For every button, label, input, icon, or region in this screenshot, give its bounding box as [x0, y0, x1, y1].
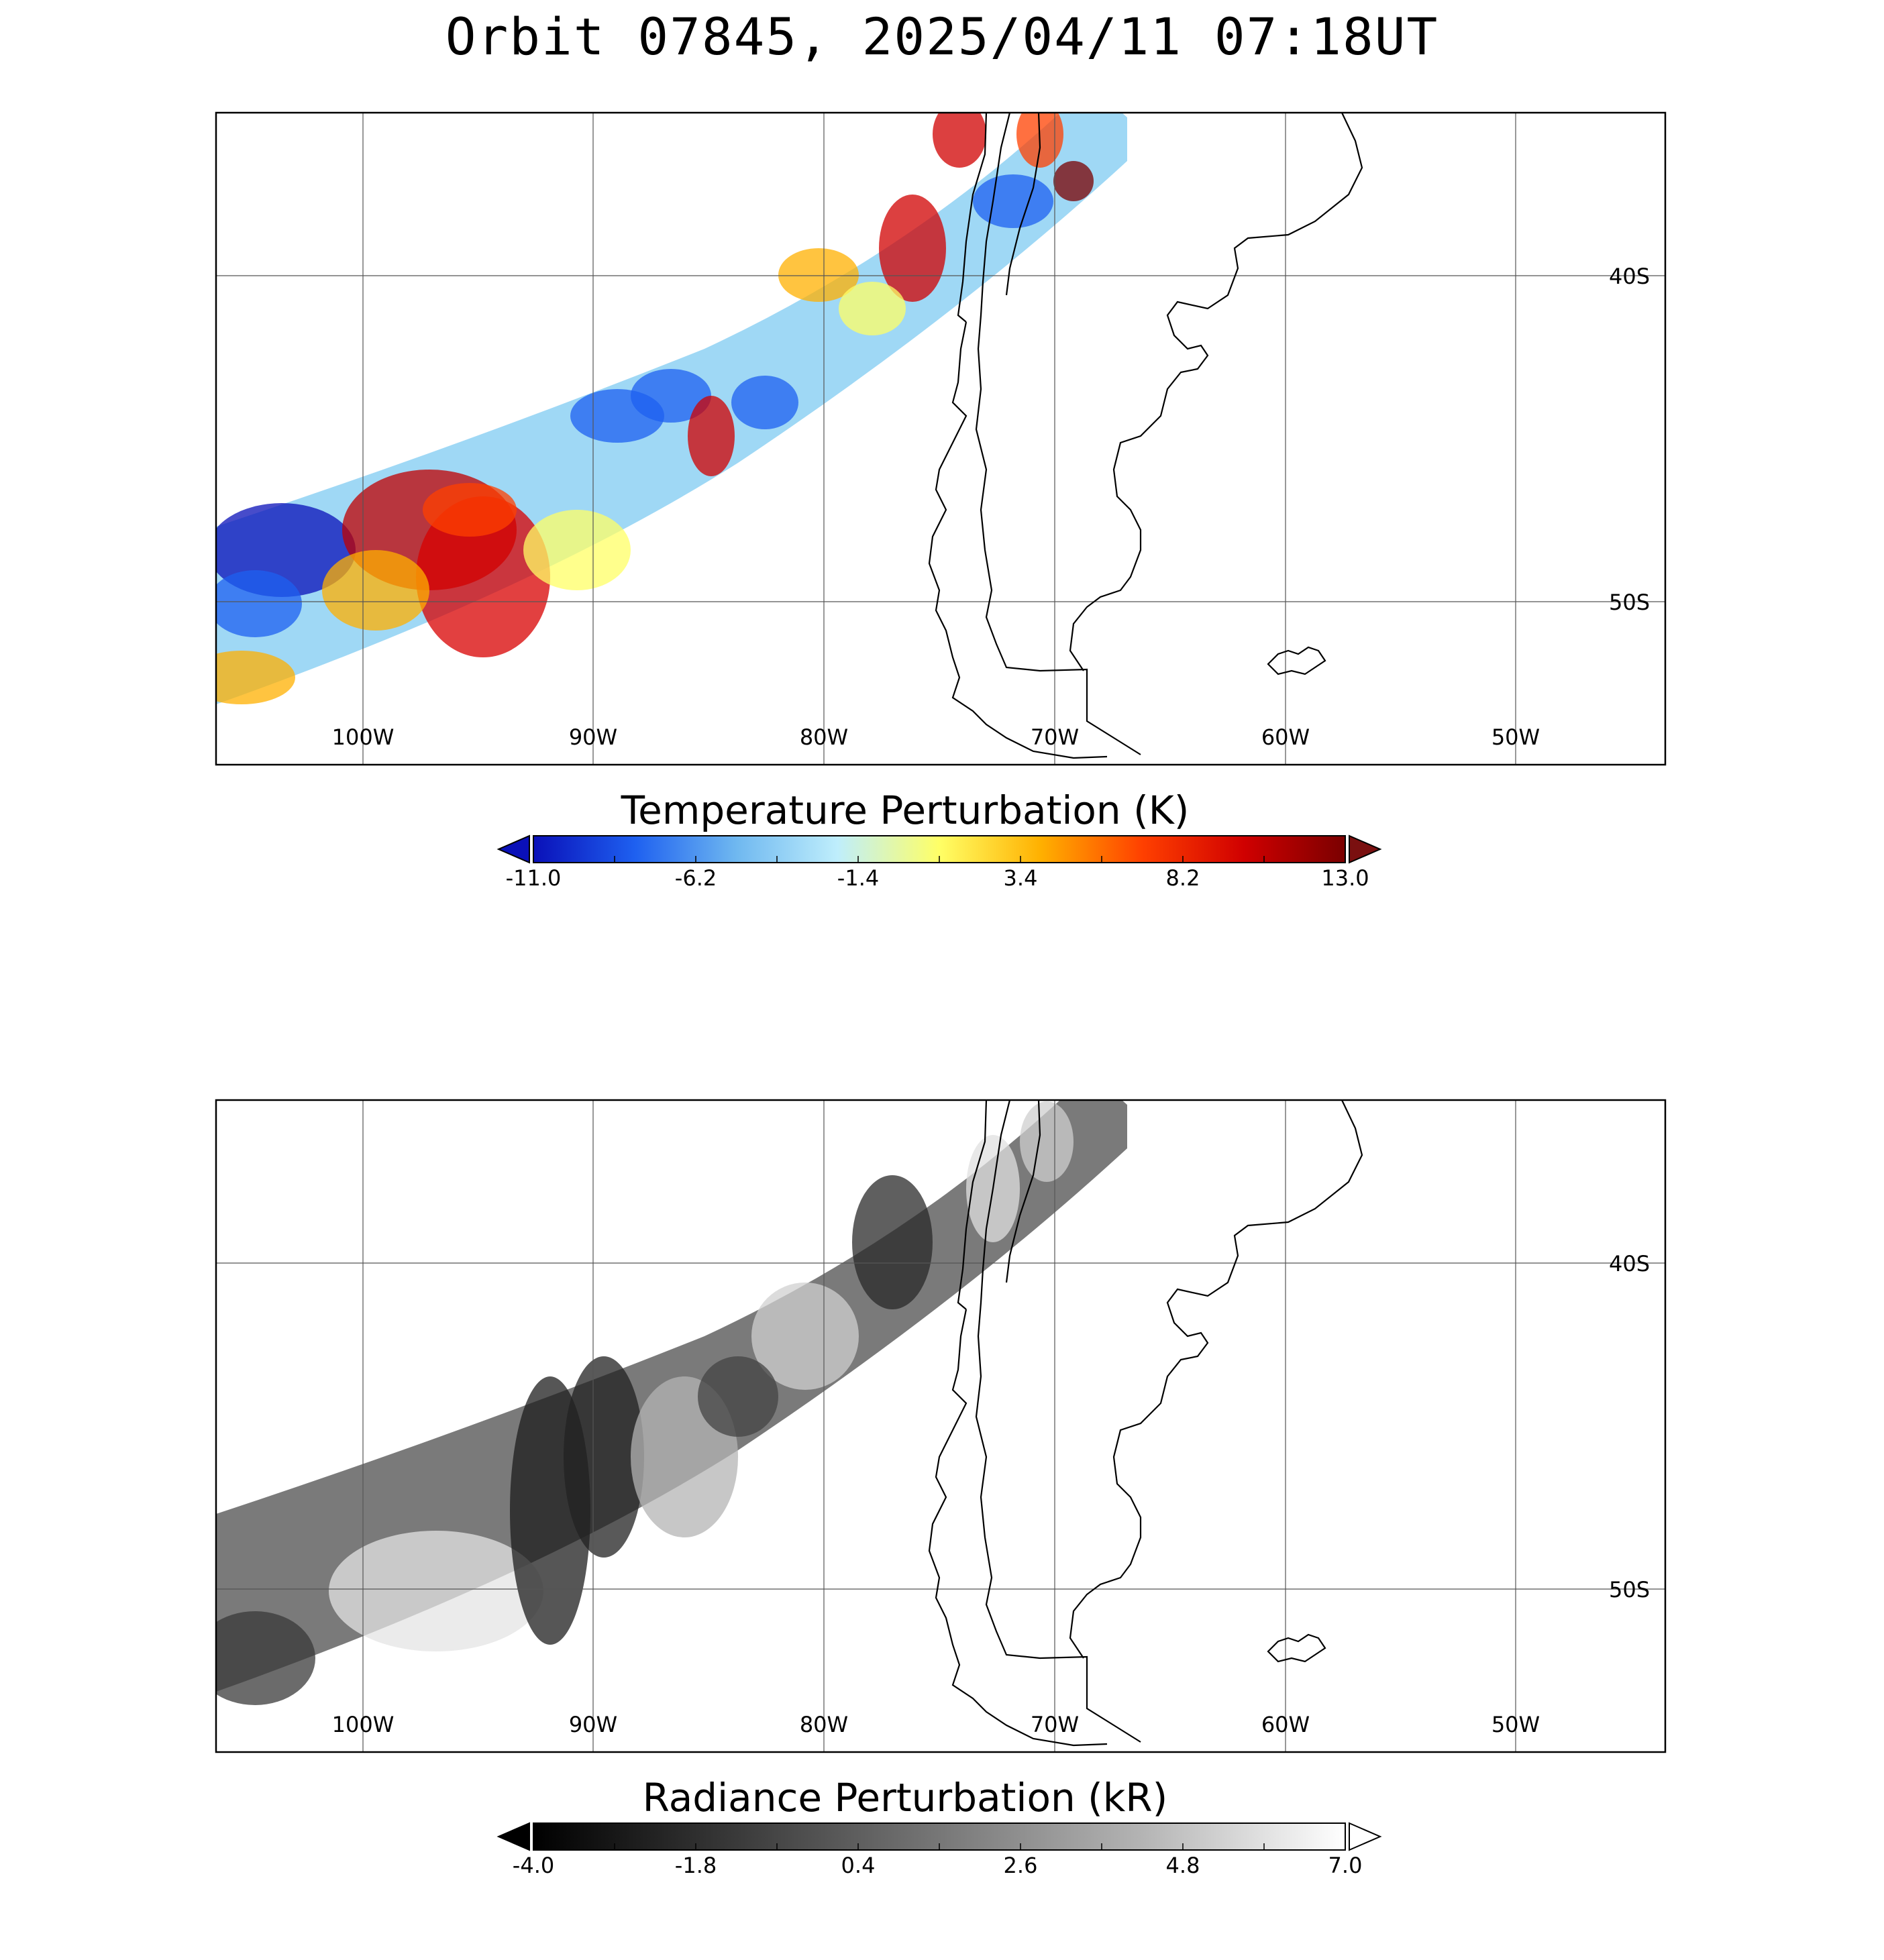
- radiance-colorbar: -4.0 -1.8 0.4 2.6 4.8 7.0: [496, 1822, 1382, 1878]
- coastline-segment: [1267, 646, 1326, 675]
- swath-feature: [523, 510, 631, 590]
- coastline-segment: [957, 112, 988, 323]
- swath-feature: [564, 1356, 644, 1558]
- latitude-label: 40S: [1609, 1251, 1650, 1276]
- colorbar-tick-label: -11.0: [506, 865, 562, 891]
- swath-feature: [1020, 1101, 1074, 1182]
- map-frame: [215, 1099, 1667, 1753]
- coastline-segment: [1005, 112, 1041, 296]
- longitude-label: 50W: [1491, 724, 1540, 750]
- colorbar-tick-label: 4.8: [1166, 1853, 1200, 1878]
- temperature-colorbar: -11.0 -6.2 -1.4 3.4 8.2 13.0: [496, 834, 1382, 891]
- map-frame: [215, 111, 1667, 766]
- colorbar-tick-label: -4.0: [513, 1853, 554, 1878]
- temperature-map-panel: 100W 90W 80W 70W 60W 50W 40S 50S Temperature P…: [215, 111, 1667, 891]
- longitude-label: 90W: [569, 724, 617, 750]
- longitude-label: 60W: [1261, 1712, 1310, 1737]
- colorbar-high-arrow: [1349, 834, 1382, 864]
- colorbar-tick-label: 2.6: [1004, 1853, 1038, 1878]
- coastline-segment: [928, 1309, 1108, 1747]
- colorbar-tick-label: 3.4: [1004, 865, 1038, 891]
- coastline-segment: [975, 1099, 1141, 1743]
- swath-feature: [631, 369, 711, 423]
- swath-feature: [216, 1611, 315, 1705]
- colorbar-tick-label: 8.2: [1166, 865, 1200, 891]
- latitude-label: 50S: [1609, 1577, 1650, 1602]
- colorbar-low-arrow: [496, 1822, 530, 1851]
- longitude-label: 70W: [1031, 724, 1079, 750]
- temperature-colorbar-title: Temperature Perturbation (K): [621, 787, 1190, 833]
- colorbar-tick-label: 13.0: [1321, 865, 1369, 891]
- colorbar-high-arrow: [1349, 1822, 1382, 1851]
- longitude-label: 100W: [332, 724, 395, 750]
- swath-feature: [216, 570, 302, 637]
- colorbar-tick-label: -6.2: [675, 865, 717, 891]
- swath-feature: [973, 174, 1053, 228]
- colorbar-tick-label: -1.8: [675, 1853, 717, 1878]
- coastline-segment: [1069, 112, 1363, 671]
- coastline-segment: [1069, 1099, 1363, 1659]
- swath-feature: [216, 651, 295, 704]
- coastline: [928, 1099, 1363, 1747]
- radiance-colorbar-title: Radiance Perturbation (kR): [643, 1775, 1168, 1820]
- coastline-segment: [957, 1099, 988, 1310]
- radiance-map-panel: 100W 90W 80W 70W 60W 50W 40S 50S Radiance Pert…: [215, 1099, 1667, 1878]
- swath-feature: [698, 1356, 778, 1437]
- longitude-label: 100W: [332, 1712, 395, 1737]
- swath-feature: [731, 376, 798, 429]
- colorbar-low-arrow: [496, 834, 530, 864]
- swath-feature: [751, 1283, 859, 1390]
- swath-feature: [416, 496, 550, 657]
- radiance-swath: [216, 1100, 1127, 1705]
- swath-feature: [778, 248, 859, 302]
- swath-feature: [933, 113, 986, 168]
- colorbar-tick-label: -1.4: [837, 865, 879, 891]
- swath-feature: [879, 195, 946, 302]
- swath-feature: [322, 550, 429, 631]
- map-gridlines: [216, 113, 1665, 765]
- coastline-segment: [975, 112, 1141, 755]
- longitude-label: 50W: [1491, 1712, 1540, 1737]
- coastline-segment: [1267, 1633, 1326, 1663]
- swath-feature: [329, 1531, 543, 1651]
- colorbar-tick-label: 7.0: [1328, 1853, 1363, 1878]
- latitude-label: 40S: [1609, 264, 1650, 289]
- swath-feature: [852, 1175, 933, 1309]
- swath-feature: [839, 282, 906, 335]
- longitude-label: 90W: [569, 1712, 617, 1737]
- coastline-segment: [928, 321, 1108, 759]
- swath-feature: [1053, 161, 1094, 201]
- swath-feature: [423, 483, 517, 537]
- colorbar-tick-label: 0.4: [841, 1853, 876, 1878]
- latitude-label: 50S: [1609, 590, 1650, 615]
- temperature-swath: [216, 113, 1127, 704]
- coastline-segment: [1005, 1099, 1041, 1283]
- map-gridlines: [216, 1100, 1665, 1752]
- longitude-label: 70W: [1031, 1712, 1079, 1737]
- coastline: [928, 112, 1363, 759]
- figure-title: Orbit 07845, 2025/04/11 07:18UT: [445, 7, 1439, 66]
- longitude-label: 80W: [800, 1712, 848, 1737]
- longitude-label: 60W: [1261, 724, 1310, 750]
- longitude-label: 80W: [800, 724, 848, 750]
- swath-feature: [688, 396, 735, 476]
